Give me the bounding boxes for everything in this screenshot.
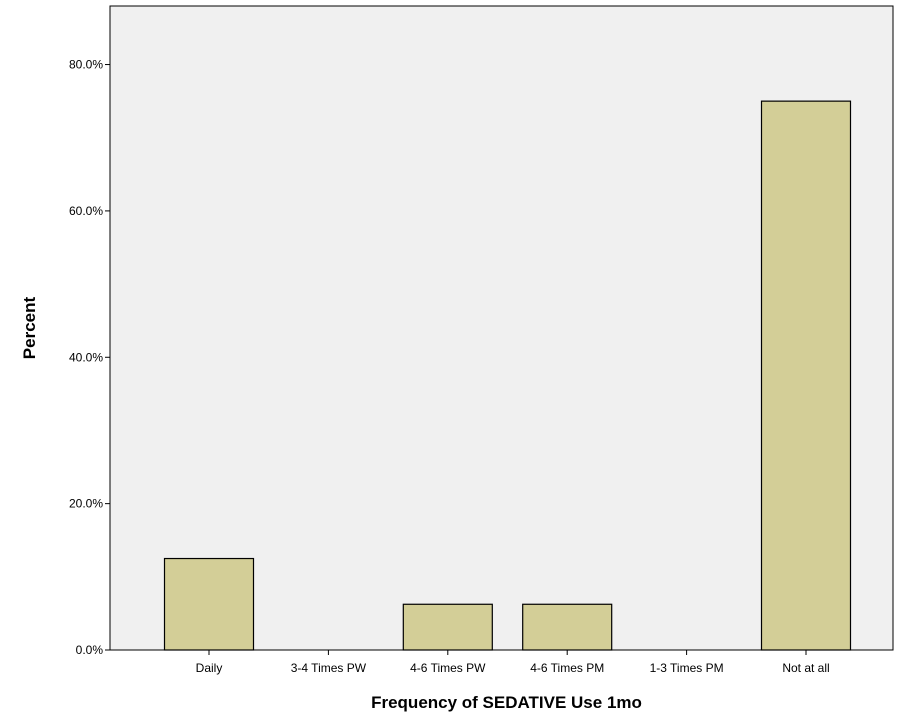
y-tick-label: 0.0%	[76, 643, 104, 657]
bar	[522, 603, 613, 651]
x-axis-title: Frequency of SEDATIVE Use 1mo	[371, 693, 642, 712]
x-tick-label: 4-6 Times PW	[410, 661, 486, 675]
y-tick-label: 60.0%	[69, 204, 103, 218]
y-tick-label: 20.0%	[69, 497, 103, 511]
x-ticks-group: Daily 3-4 Times PW 4-6 Times PW 4-6 Times P…	[196, 650, 830, 675]
bar	[760, 100, 852, 651]
y-tick-label: 80.0%	[69, 58, 103, 72]
x-tick-label: 4-6 Times PM	[530, 661, 604, 675]
y-ticks-group: 0.0% 20.0% 40.0% 60.0% 80.0%	[69, 58, 110, 657]
x-tick-label: Not at all	[782, 661, 829, 675]
bars-group	[163, 100, 852, 651]
y-tick-label: 40.0%	[69, 350, 103, 364]
bar	[402, 603, 493, 651]
bar	[163, 557, 255, 651]
x-tick-label: 3-4 Times PW	[291, 661, 367, 675]
x-tick-label: Daily	[196, 661, 223, 675]
x-tick-label: 1-3 Times PM	[650, 661, 724, 675]
y-axis-title: Percent	[20, 296, 39, 359]
